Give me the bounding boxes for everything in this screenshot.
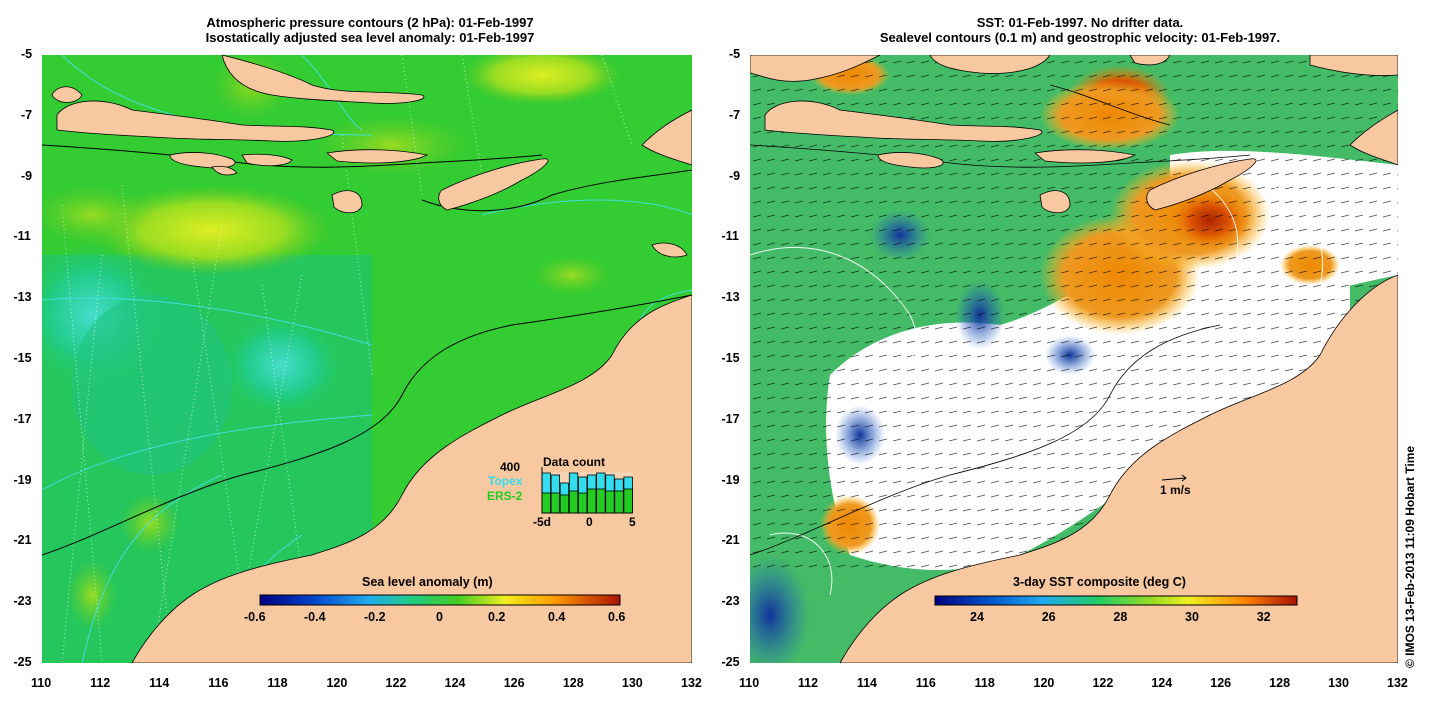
y-tick-label: -17 [13, 411, 32, 426]
x-tick-label: 122 [385, 676, 407, 690]
right-panel-title: SST: 01-Feb-1997. No drifter data. Seale… [800, 15, 1360, 45]
colorbar-tick-label: 28 [1113, 610, 1128, 624]
sea-level-anomaly-map [42, 55, 692, 663]
x-tick-label: 116 [208, 676, 229, 690]
inset-series-ers2: ERS-2 [487, 489, 523, 503]
y-tick-label: -25 [13, 655, 32, 669]
y-tick-label: -17 [721, 411, 740, 426]
y-tick-label: -19 [721, 472, 740, 487]
colorbar-tick-label: 0.2 [488, 610, 506, 624]
inset-bar-ers2 [578, 492, 588, 514]
x-tick-label: 114 [856, 676, 877, 690]
y-tick-label: -25 [721, 655, 740, 669]
data-count-inset [541, 467, 633, 514]
left-title-line1: Atmospheric pressure contours (2 hPa): 0… [206, 15, 534, 30]
x-tick-label: 130 [1328, 676, 1349, 690]
inset-title: Data count [543, 455, 606, 469]
inset-max-label: 400 [500, 460, 521, 474]
right-title-line2: Sealevel contours (0.1 m) and geostrophi… [879, 30, 1281, 45]
inset-xtick-end: 5 [629, 515, 636, 529]
y-tick-label: -11 [721, 229, 739, 244]
x-tick-label: 112 [90, 676, 111, 690]
inset-bar-ers2 [568, 490, 579, 514]
x-tick-label: 130 [621, 676, 643, 690]
x-tick-label: 110 [739, 676, 760, 690]
velocity-scale-arrow [1161, 474, 1187, 482]
x-tick-label: 114 [149, 676, 170, 690]
x-tick-label: 132 [1387, 676, 1408, 690]
left-title-line2: Isostatically adjusted sea level anomaly… [205, 30, 535, 45]
y-tick-label: -7 [21, 107, 33, 122]
left-colorbar [259, 594, 621, 606]
x-tick-label: 132 [681, 676, 702, 690]
velocity-scale-label: 1 m/s [1160, 483, 1191, 497]
left-panel-title: Atmospheric pressure contours (2 hPa): 0… [100, 15, 640, 45]
inset-bar-ers2 [623, 488, 633, 514]
x-tick-label: 120 [326, 676, 348, 690]
y-tick-label: -21 [721, 533, 740, 548]
right-colorbar-label: 3-day SST composite (deg C) [1013, 575, 1186, 589]
x-tick-label: 116 [915, 676, 936, 690]
x-tick-label: 120 [1033, 676, 1055, 690]
y-tick-label: -13 [721, 290, 740, 305]
x-tick-label: 124 [444, 676, 466, 690]
x-tick-label: 128 [1269, 676, 1291, 690]
colorbar-tick-label: 0 [436, 610, 443, 624]
inset-bar-ers2 [596, 488, 606, 514]
x-tick-label: 118 [974, 676, 995, 690]
y-tick-label: -21 [13, 533, 32, 548]
x-tick-label: 126 [503, 676, 525, 690]
x-tick-label: 124 [1151, 676, 1173, 690]
inset-bar-ers2 [587, 488, 597, 514]
inset-bar-ers2 [614, 490, 624, 514]
y-tick-label: -11 [13, 229, 31, 244]
y-tick-label: -15 [13, 351, 32, 365]
y-tick-label: -5 [21, 47, 33, 61]
sst-map [750, 55, 1398, 663]
inset-bar-ers2 [541, 492, 551, 514]
credit-text: © IMOS 13-Feb-2013 11:09 Hobart Time [1403, 445, 1417, 668]
y-tick-label: -9 [729, 168, 741, 183]
colorbar-tick-label: -0.2 [364, 610, 386, 624]
colorbar-tick-label: 26 [1041, 610, 1056, 624]
right-title-line1: SST: 01-Feb-1997. No drifter data. [976, 15, 1184, 30]
x-tick-label: 110 [31, 676, 52, 690]
inset-bar-ers2 [550, 492, 560, 514]
y-tick-label: -15 [721, 351, 740, 365]
x-tick-label: 128 [562, 676, 584, 690]
y-tick-label: -5 [729, 47, 741, 61]
y-tick-label: -23 [13, 594, 32, 609]
inset-bar-ers2 [559, 494, 570, 514]
colorbar-tick-label: -0.6 [244, 610, 266, 624]
inset-xtick-mid: 0 [586, 515, 593, 529]
y-tick-label: -7 [729, 107, 741, 122]
x-tick-label: 122 [1092, 676, 1114, 690]
colorbar-tick-label: 24 [970, 610, 984, 624]
x-tick-label: 118 [267, 676, 288, 690]
x-tick-label: 112 [797, 676, 819, 690]
colorbar-tick-label: 30 [1185, 610, 1199, 624]
inset-bar-ers2 [605, 490, 615, 514]
colorbar-tick-label: -0.4 [304, 610, 326, 624]
colorbar-tick-label: 32 [1256, 610, 1271, 624]
colorbar-tick-label: 0.4 [548, 610, 566, 624]
y-tick-label: -9 [21, 168, 33, 183]
y-tick-label: -19 [13, 472, 32, 487]
inset-xtick-start: -5d [533, 515, 551, 529]
y-tick-label: -13 [13, 290, 32, 305]
x-tick-label: 126 [1210, 676, 1232, 690]
y-tick-label: -23 [721, 594, 740, 609]
right-colorbar [934, 595, 1298, 606]
inset-series-topex: Topex [488, 474, 523, 488]
colorbar-tick-label: 0.6 [608, 610, 626, 624]
left-colorbar-label: Sea level anomaly (m) [362, 575, 493, 589]
